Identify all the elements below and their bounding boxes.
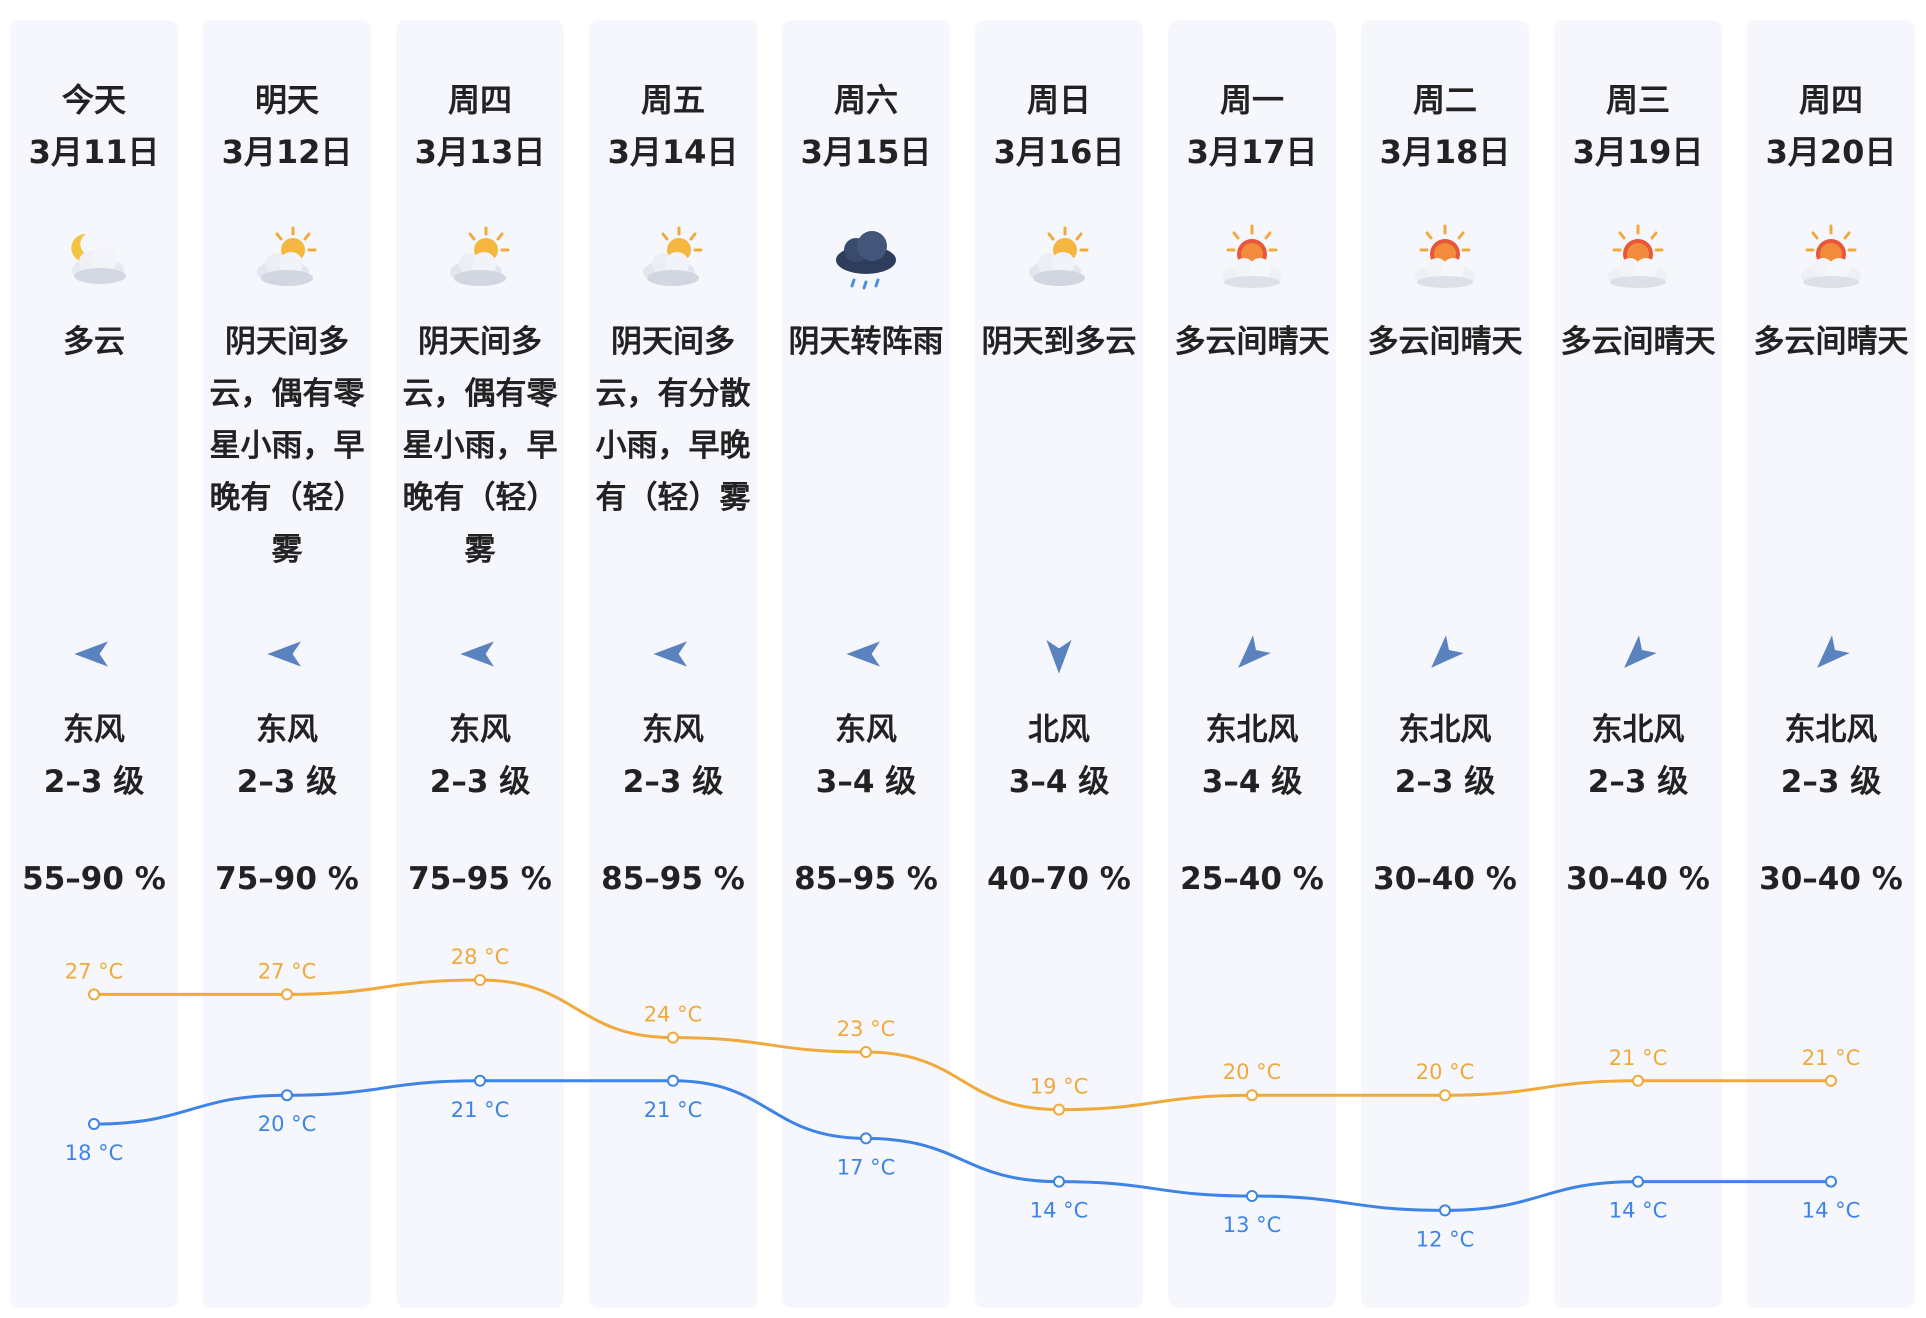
day-date: 3月12日 [221, 133, 353, 171]
day-date: 3月11日 [28, 133, 160, 171]
wind-direction: 东北风 [1205, 712, 1299, 748]
wind-direction-arrow-icon [1238, 635, 1271, 668]
day-date: 3月15日 [800, 133, 932, 171]
day-column: 今天 3月11日 多云 东风 2–3 级 55–90 % [10, 20, 178, 1308]
day-name: 明天 [254, 81, 319, 119]
day-date: 3月18日 [1379, 133, 1511, 171]
sun-behind-cloud-icon [1608, 224, 1668, 288]
weather-description: 多云间晴天 [1174, 324, 1330, 360]
day-name: 周四 [1798, 81, 1863, 119]
day-name: 周二 [1412, 81, 1477, 119]
wind-direction: 东风 [449, 712, 511, 748]
day-column: 周日 3月16日 阴天到多云 北风 3–4 级 40–70 % [975, 20, 1143, 1308]
wind-direction: 东风 [256, 712, 318, 748]
day-name: 周一 [1219, 81, 1284, 119]
day-name: 周六 [833, 81, 898, 119]
day-date: 3月13日 [414, 133, 546, 171]
day-column: 明天 3月12日 阴天间多云，偶有零星小雨，早晚有（轻）雾 东风 2–3 级 7… [203, 20, 371, 1308]
wind-level: 2–3 级 [622, 764, 724, 800]
day-date: 3月20日 [1765, 133, 1897, 171]
weather-description: 阴天间多云，有分散小雨，早晚有（轻）雾 [595, 324, 751, 516]
weather-description: 多云 [63, 324, 125, 360]
humidity: 30–40 % [1373, 861, 1517, 897]
day-column: 周一 3月17日 多云间晴天 东北风 3–4 级 25–40 % [1168, 20, 1336, 1308]
sun-behind-clouds-icon [1029, 226, 1089, 286]
day-name: 周四 [447, 81, 512, 119]
day-column: 周二 3月18日 多云间晴天 东北风 2–3 级 30–40 % [1361, 20, 1529, 1308]
day-column: 周四 3月20日 多云间晴天 东北风 2–3 级 30–40 % [1747, 20, 1915, 1308]
weather-description: 多云间晴天 [1753, 324, 1909, 360]
sun-behind-clouds-icon [257, 226, 317, 286]
wind-direction-arrow-icon [74, 641, 108, 667]
day-date: 3月16日 [993, 133, 1125, 171]
weather-description: 阴天到多云 [981, 324, 1137, 360]
wind-direction-arrow-icon [1431, 635, 1464, 668]
wind-direction: 东风 [63, 712, 125, 748]
sun-behind-clouds-icon [643, 226, 703, 286]
sun-behind-cloud-icon [1415, 224, 1475, 288]
weather-description: 多云间晴天 [1560, 324, 1716, 360]
wind-direction: 东北风 [1784, 712, 1878, 748]
humidity: 55–90 % [22, 861, 166, 897]
wind-direction-arrow-icon [1624, 635, 1657, 668]
weather-description: 多云间晴天 [1367, 324, 1523, 360]
day-date: 3月14日 [607, 133, 739, 171]
wind-level: 3–4 级 [1201, 764, 1303, 800]
day-name: 周三 [1605, 81, 1670, 119]
humidity: 30–40 % [1759, 861, 1903, 897]
wind-direction-arrow-icon [460, 641, 494, 667]
wind-level: 3–4 级 [1008, 764, 1110, 800]
day-column: 周六 3月15日 阴天转阵雨 东风 3–4 级 85–95 % [782, 20, 950, 1308]
wind-direction: 东风 [642, 712, 704, 748]
sun-behind-cloud-icon [1222, 224, 1282, 288]
wind-level: 2–3 级 [43, 764, 145, 800]
wind-level: 2–3 级 [236, 764, 338, 800]
wind-direction-arrow-icon [1817, 635, 1850, 668]
day-name: 今天 [61, 81, 126, 119]
wind-direction: 东北风 [1591, 712, 1685, 748]
wind-level: 3–4 级 [815, 764, 917, 800]
moon-cloud-icon [71, 233, 126, 284]
humidity: 75–95 % [408, 861, 552, 897]
humidity: 25–40 % [1180, 861, 1324, 897]
day-name: 周五 [640, 81, 705, 119]
humidity: 40–70 % [987, 861, 1131, 897]
sun-behind-cloud-icon [1801, 224, 1861, 288]
wind-direction-arrow-icon [653, 641, 687, 667]
wind-direction: 东北风 [1398, 712, 1492, 748]
wind-level: 2–3 级 [429, 764, 531, 800]
day-column: 周五 3月14日 阴天间多云，有分散小雨，早晚有（轻）雾 东风 2–3 级 85… [589, 20, 757, 1308]
wind-direction: 东风 [835, 712, 897, 748]
day-column: 周四 3月13日 阴天间多云，偶有零星小雨，早晚有（轻）雾 东风 2–3 级 7… [396, 20, 564, 1308]
day-column: 周三 3月19日 多云间晴天 东北风 2–3 级 30–40 % [1554, 20, 1722, 1308]
wind-direction-arrow-icon [846, 641, 880, 667]
wind-level: 2–3 级 [1780, 764, 1882, 800]
wind-level: 2–3 级 [1394, 764, 1496, 800]
day-date: 3月19日 [1572, 133, 1704, 171]
wind-level: 2–3 级 [1587, 764, 1689, 800]
weather-description: 阴天转阵雨 [788, 324, 944, 360]
humidity: 30–40 % [1566, 861, 1710, 897]
day-date: 3月17日 [1186, 133, 1318, 171]
day-name: 周日 [1026, 81, 1091, 119]
wind-direction-arrow-icon [267, 641, 301, 667]
wind-direction-arrow-icon [1046, 640, 1072, 674]
weather-description: 阴天间多云，偶有零星小雨，早晚有（轻）雾 [209, 324, 365, 568]
weather-description: 阴天间多云，偶有零星小雨，早晚有（轻）雾 [402, 324, 558, 568]
sun-behind-clouds-icon [450, 226, 510, 286]
humidity: 85–95 % [601, 861, 745, 897]
humidity: 75–90 % [215, 861, 359, 897]
wind-direction: 北风 [1028, 712, 1090, 748]
humidity: 85–95 % [794, 861, 938, 897]
rain-cloud-icon [836, 231, 896, 290]
